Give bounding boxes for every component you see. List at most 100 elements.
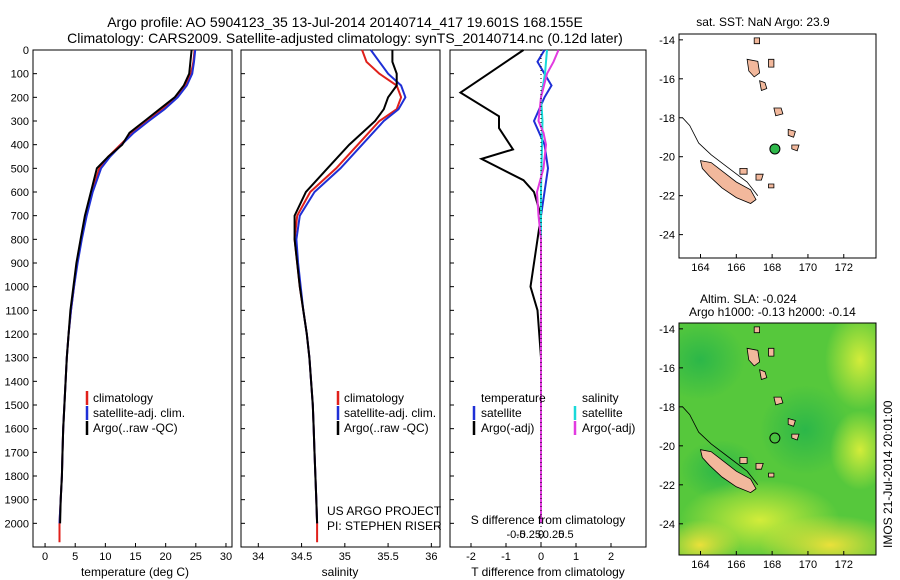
lon-tick-label: 172 [835,262,853,274]
depth-tick-label: 2000 [5,518,29,530]
legend-header-temperature: temperature [481,391,546,405]
island-espiritu-santo [746,347,761,367]
lon-tick-label: 170 [799,559,817,571]
island-efate [773,107,784,117]
legend-header-salinity: salinity [582,391,619,405]
temperature-xlabel: temperature (deg C) [81,565,189,579]
imos-stamp: IMOS 21-Jul-2014 20:01:00 [880,380,896,550]
x-tick-label: 34 [252,551,264,563]
salinity-xlabel: salinity [322,565,359,579]
lat-tick-label: -20 [659,152,675,164]
legend-label-s-argo: Argo(-adj) [582,421,635,435]
island-erromango [787,128,796,138]
sla-map-axes: 164 166 168 170 172 -14 -16 -18 -20 -22 -24 [659,324,853,571]
depth-tick-label: 1800 [5,471,29,483]
lat-tick-label: -20 [659,441,675,453]
lat-tick-label: -24 [659,230,675,242]
profile-legend-1: climatology satellite-adj. clim. Argo(..… [85,391,185,435]
x-tick-label: 1 [573,551,579,563]
temperature-axis: 0 5 10 15 20 25 30 [42,543,232,563]
s-tick-label: 0.5 [558,529,573,541]
lat-tick-label: -14 [659,324,675,336]
island-erromango [787,417,796,427]
lat-tick-label: -18 [659,113,675,125]
island-lifou [755,462,764,470]
legend-label-argo: Argo(..raw -QC) [93,421,178,435]
depth-tick-label: 300 [11,116,29,128]
lon-tick-label: 168 [763,559,781,571]
x-tick-label: 35.5 [377,551,398,563]
temperature-lines [58,49,197,543]
float-position-marker [769,432,781,444]
depth-tick-label: 1400 [5,376,29,388]
lat-tick-label: -24 [659,519,675,531]
t-difference-label: T difference from climatology [471,565,625,579]
lon-tick-label: 172 [835,559,853,571]
depth-tick-label: 1900 [5,495,29,507]
series-line [293,50,398,524]
lon-tick-label: 166 [727,262,745,274]
x-tick-label: 20 [160,551,172,563]
sla-map-land [682,326,800,494]
x-tick-label: 2 [608,551,614,563]
lat-tick-label: -22 [659,191,675,203]
island-new-caledonia [699,449,757,494]
profile-legend-2: climatology satellite-adj. clim. Argo(..… [336,391,436,435]
depth-tick-label: 100 [11,69,29,81]
depth-tick-label: 1300 [5,353,29,365]
island-ouvea [739,457,748,464]
series-line [58,49,196,543]
series-line [58,49,197,524]
legend-label-t-argo: Argo(-adj) [481,421,534,435]
x-tick-label: 25 [190,551,202,563]
legend-label-climatology-2: climatology [344,391,404,405]
depth-tick-label: 900 [11,258,29,270]
lon-tick-label: 164 [691,262,709,274]
island-malekula [759,80,768,92]
salinity-lines [293,49,407,543]
s-difference-label: S difference from climatology [471,513,626,527]
lat-tick-label: -16 [659,74,675,86]
island-mare [768,183,775,189]
series-line [295,49,407,524]
s-tick-label: 0.25 [543,529,564,541]
island-maewo [768,58,775,68]
depth-tick-label: 1600 [5,424,29,436]
depth-tick-label: 1700 [5,447,29,459]
lon-tick-label: 166 [727,559,745,571]
legend-label-t-satellite: satellite [481,406,522,420]
project-line-1: US ARGO PROJECT [327,504,442,518]
x-tick-label: 30 [220,551,232,563]
imos-date-label: IMOS 21-Jul-2014 20:01:00 [881,400,895,548]
difference-legend: temperature salinity satellite Argo(-adj… [472,391,635,435]
island-mare [768,472,775,478]
reef-outline [682,117,759,196]
lon-tick-label: 164 [691,559,709,571]
x-tick-label: 35 [339,551,351,563]
depth-tick-label: 200 [11,92,29,104]
island-banks [753,326,760,334]
island-maewo [768,347,775,357]
depth-tick-label: 600 [11,187,29,199]
depth-tick-label: 1000 [5,282,29,294]
series-line [293,49,403,543]
lon-tick-label: 170 [799,262,817,274]
series-line [535,49,560,524]
s-difference-axis: -0.5-0.2500.250.5 [507,529,574,541]
s-tick-label: -0.5 [507,529,526,541]
island-malekula [759,369,768,381]
reef-outline [682,406,759,486]
island-lifou [755,173,764,181]
sla-map: Altim. SLA: -0.024 Argo h1000: -0.13 h20… [659,292,877,571]
island-tanna [791,433,800,441]
lat-tick-label: -22 [659,480,675,492]
x-tick-label: 36 [425,551,437,563]
legend-label-argo-2: Argo(..raw -QC) [344,421,429,435]
sla-map-title-2: Argo h1000: -0.13 h2000: -0.14 [689,305,856,319]
island-ouvea [739,167,748,175]
lat-tick-label: -18 [659,402,675,414]
salinity-panel: 34 34.5 35 35.5 36 salinity climatology sate… [240,49,442,579]
sla-map-title-1: Altim. SLA: -0.024 [700,292,797,306]
t-difference-axis: -2 -1 0 1 2 [466,543,614,563]
